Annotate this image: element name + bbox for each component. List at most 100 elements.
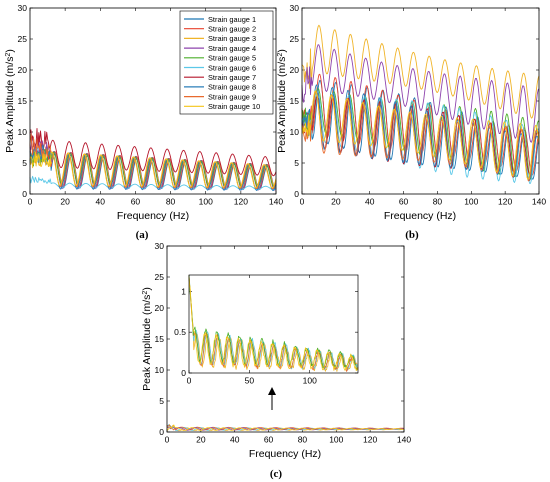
chart-b-axes-box [301,7,540,195]
chart-a-ytick-label: 15 [18,96,28,106]
chart-c-inset-ytick-label: 0.5 [174,327,186,337]
chart-c-series-line [166,424,405,431]
chart-a-xtick-label: 0 [28,197,33,207]
chart-b-xtick-label: 60 [399,197,409,207]
chart-c-inset-ytick-label: 1 [181,286,186,296]
chart-c-panel-label: (c) [270,468,283,480]
chart-c-xtick-label: 60 [264,435,274,445]
chart-a-ytick-label: 10 [18,127,28,137]
chart-a-legend-label: Strain gauge 1 [208,15,256,24]
chart-a-xtick-label: 140 [269,197,283,207]
chart-c-xtick-label: 100 [329,435,343,445]
chart-a-legend-label: Strain gauge 5 [208,54,256,63]
chart-c-axes-box [166,245,405,433]
chart-a-xtick-label: 40 [96,197,106,207]
chart-c-inset-ytick-label: 0 [181,368,186,378]
chart-b-xtick-label: 20 [331,197,341,207]
chart-b-ylabel: Peak Amplitude (m/s2) [276,49,288,153]
chart-b-ytick-label: 15 [290,96,300,106]
chart-a-legend-label: Strain gauge 7 [208,73,256,82]
chart-b-ticks: 0 20 40 60 80 100 120 140 0 5 10 15 20 25 30 [290,3,547,207]
chart-b-series [301,24,540,184]
chart-c-xtick-label: 120 [363,435,377,445]
chart-a-ytick-label: 0 [22,189,27,199]
chart-b: 0 20 40 60 80 100 120 140 0 5 10 15 20 25 30 Frequency… [276,3,546,241]
chart-b-xtick-label: 120 [498,197,512,207]
chart-a-ytick-label: 20 [18,65,28,75]
chart-c-inset: 0 50 100 0 0.5 1 [174,274,359,386]
chart-a-ytick-label: 25 [18,34,28,44]
chart-c-inset-xtick-label: 0 [187,376,192,386]
chart-a-legend-label: Strain gauge 3 [208,34,256,43]
chart-a-series-line [29,148,277,188]
chart-b-series-line [301,91,540,182]
chart-a: 0 20 40 60 80 100 120 140 0 5 10 15 20 25 30 Frequency… [4,3,283,241]
chart-a-panel-label: (a) [136,229,149,241]
chart-c-ytick-label: 10 [155,365,165,375]
chart-b-panel-label: (b) [405,229,419,241]
chart-b-xtick-label: 80 [433,197,443,207]
chart-c-xlabel: Frequency (Hz) [249,448,321,460]
chart-c-ytick-label: 15 [155,334,165,344]
chart-b-ytick-label: 20 [290,65,300,75]
chart-c-xtick-label: 140 [397,435,411,445]
chart-a-ytick-label: 5 [22,158,27,168]
chart-a-legend-label: Strain gauge 2 [208,25,256,34]
chart-a-xlabel: Frequency (Hz) [117,210,189,222]
chart-c-inset-xtick-label: 100 [303,376,317,386]
chart-b-xtick-label: 140 [532,197,546,207]
chart-c-arrow [268,387,276,410]
chart-a-legend-label: Strain gauge 4 [208,44,256,53]
chart-b-ytick-label: 30 [290,3,300,13]
chart-a-ticks: 0 20 40 60 80 100 120 140 0 5 10 15 20 25 30 [18,3,284,207]
chart-c-ytick-label: 30 [155,241,165,251]
chart-b-ytick-label: 0 [294,189,299,199]
chart-b-ytick-label: 25 [290,34,300,44]
chart-b-series-line [301,24,540,119]
chart-c-xtick-label: 20 [196,435,206,445]
chart-a-series-line [29,128,277,177]
chart-a-series [29,128,277,191]
chart-b-ytick-label: 5 [294,158,299,168]
chart-c-xtick-label: 0 [165,435,170,445]
chart-c-inset-series [188,274,359,372]
chart-b-xtick-label: 100 [464,197,478,207]
chart-c-inset-ticks: 0 50 100 0 0.5 1 [174,275,358,386]
chart-a-xtick-label: 120 [234,197,248,207]
chart-b-xlabel: Frequency (Hz) [384,210,456,222]
chart-c-xtick-label: 40 [230,435,240,445]
chart-c-xtick-label: 80 [298,435,308,445]
chart-c-ytick-label: 25 [155,272,165,282]
chart-b-xtick-label: 0 [300,197,305,207]
chart-a-legend-label: Strain gauge 10 [208,102,260,111]
chart-c-ytick-label: 5 [159,396,164,406]
chart-a-xtick-label: 20 [60,197,70,207]
chart-a-xtick-label: 80 [166,197,176,207]
chart-a-legend-label: Strain gauge 8 [208,83,256,92]
chart-c-inset-series-line [188,276,359,371]
chart-c-ytick-label: 0 [159,427,164,437]
chart-c-ytick-label: 20 [155,303,165,313]
chart-a-xtick-label: 100 [199,197,213,207]
chart-c-inset-axes-box [188,274,359,374]
chart-a-series-line [29,151,277,189]
chart-b-series-line [301,44,540,143]
chart-b-xtick-label: 40 [365,197,375,207]
chart-a-ytick-label: 30 [18,3,28,13]
chart-a-legend-label: Strain gauge 9 [208,92,256,101]
chart-c-inset-xtick-label: 50 [245,376,255,386]
chart-a-axes-box [29,7,277,195]
chart-c-series [166,424,405,432]
chart-c-ylabel: Peak Amplitude (m/s2) [141,287,153,391]
chart-a-xtick-label: 60 [131,197,141,207]
chart-b-ytick-label: 10 [290,127,300,137]
chart-c-inset-series-line [188,275,359,371]
chart-a-legend-label: Strain gauge 6 [208,63,256,72]
chart-b-series-line [301,90,540,180]
chart-a-series-line [29,175,277,191]
chart-a-ylabel: Peak Amplitude (m/s2) [4,49,16,153]
